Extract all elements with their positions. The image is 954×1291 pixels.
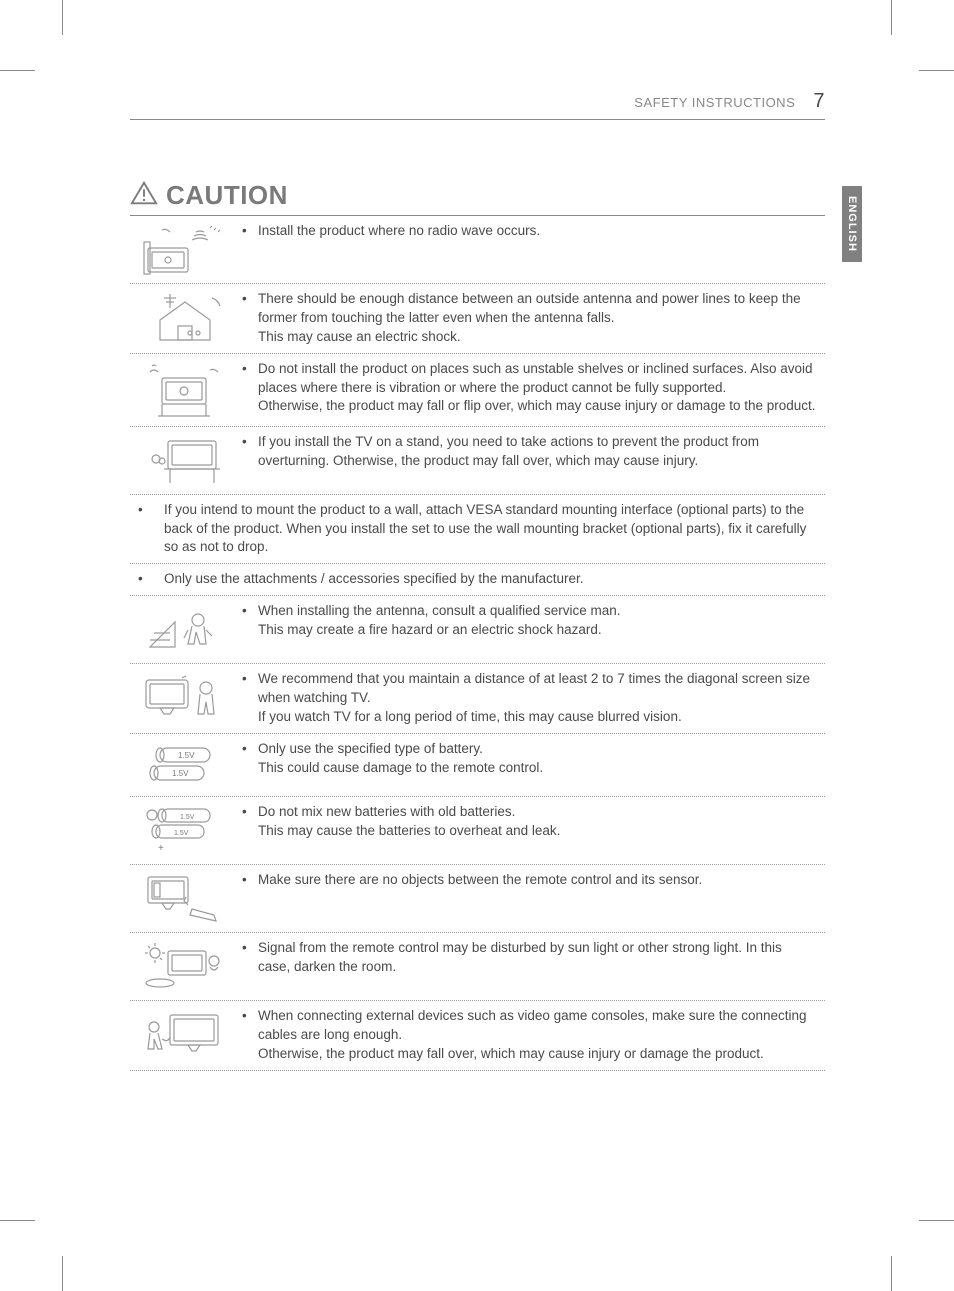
caution-text: Only use the attachments / accessories s… xyxy=(154,570,817,589)
caution-triangle-icon xyxy=(130,180,158,211)
caution-text: Do not install the product on places suc… xyxy=(258,360,817,417)
caution-text: There should be enough distance between … xyxy=(258,290,817,347)
caution-text: If you install the TV on a stand, you ne… xyxy=(258,433,817,471)
caution-header: CAUTION xyxy=(130,180,825,211)
caution-row: • When installing the antenna, consult a… xyxy=(130,596,825,664)
bullet: • xyxy=(240,803,258,822)
cable-length-icon xyxy=(130,1001,240,1070)
svg-text:1.5V: 1.5V xyxy=(174,830,189,837)
svg-text:1.5V: 1.5V xyxy=(172,769,189,778)
caution-text: Only use the specified type of battery.T… xyxy=(258,740,817,778)
caution-row-full: • If you intend to mount the product to … xyxy=(130,495,825,565)
page-number: 7 xyxy=(813,90,825,112)
bullet: • xyxy=(240,433,258,452)
caution-row: • There should be enough distance betwee… xyxy=(130,284,825,354)
battery-type-icon: 1.5V 1.5V xyxy=(130,734,240,796)
svg-text:1.5V: 1.5V xyxy=(180,814,195,821)
bullet: • xyxy=(240,871,258,890)
unstable-shelf-icon xyxy=(130,354,240,426)
radio-wave-icon xyxy=(130,216,240,283)
antenna-house-icon xyxy=(130,284,240,353)
caution-text: We recommend that you maintain a distanc… xyxy=(258,670,817,727)
caution-row: • Signal from the remote control may be … xyxy=(130,933,825,1001)
language-tab: ENGLISH xyxy=(842,186,862,262)
bullet: • xyxy=(240,939,258,958)
bullet: • xyxy=(136,501,154,520)
tv-distance-icon xyxy=(130,664,240,733)
section-title: SAFETY INSTRUCTIONS xyxy=(634,95,795,110)
antenna-service-icon xyxy=(130,596,240,663)
bullet: • xyxy=(240,740,258,759)
caution-row: • When connecting external devices such … xyxy=(130,1001,825,1071)
caution-row: 1.5V 1.5V + • Do not mix new batteries w… xyxy=(130,797,825,865)
bullet: • xyxy=(136,570,154,589)
bullet: • xyxy=(240,222,258,241)
caution-row: • Install the product where no radio wav… xyxy=(130,216,825,284)
caution-text: Signal from the remote control may be di… xyxy=(258,939,817,977)
caution-row: • Do not install the product on places s… xyxy=(130,354,825,427)
remote-sensor-icon xyxy=(130,865,240,932)
caution-row: 1.5V 1.5V • Only use the specified type … xyxy=(130,734,825,797)
caution-text: Do not mix new batteries with old batter… xyxy=(258,803,817,841)
page-content: SAFETY INSTRUCTIONS 7 CAUTION xyxy=(130,90,825,1071)
caution-row-full: • Only use the attachments / accessories… xyxy=(130,564,825,596)
bullet: • xyxy=(240,360,258,379)
caution-table: • Install the product where no radio wav… xyxy=(130,215,825,1071)
svg-text:+: + xyxy=(158,843,164,854)
caution-text: When connecting external devices such as… xyxy=(258,1007,817,1064)
tv-stand-icon xyxy=(130,427,240,494)
bullet: • xyxy=(240,670,258,689)
sunlight-remote-icon xyxy=(130,933,240,1000)
bullet: • xyxy=(240,290,258,309)
caution-row: • Make sure there are no objects between… xyxy=(130,865,825,933)
caution-title: CAUTION xyxy=(166,180,288,211)
caution-row: • We recommend that you maintain a dista… xyxy=(130,664,825,734)
bullet: • xyxy=(240,1007,258,1026)
caution-row: • If you install the TV on a stand, you … xyxy=(130,427,825,495)
battery-mix-icon: 1.5V 1.5V + xyxy=(130,797,240,864)
caution-text: When installing the antenna, consult a q… xyxy=(258,602,817,640)
caution-text: Make sure there are no objects between t… xyxy=(258,871,817,890)
page-header: SAFETY INSTRUCTIONS 7 xyxy=(130,90,825,120)
caution-text: Install the product where no radio wave … xyxy=(258,222,817,241)
svg-text:1.5V: 1.5V xyxy=(178,751,195,760)
caution-text: If you intend to mount the product to a … xyxy=(154,501,817,558)
bullet: • xyxy=(240,602,258,621)
